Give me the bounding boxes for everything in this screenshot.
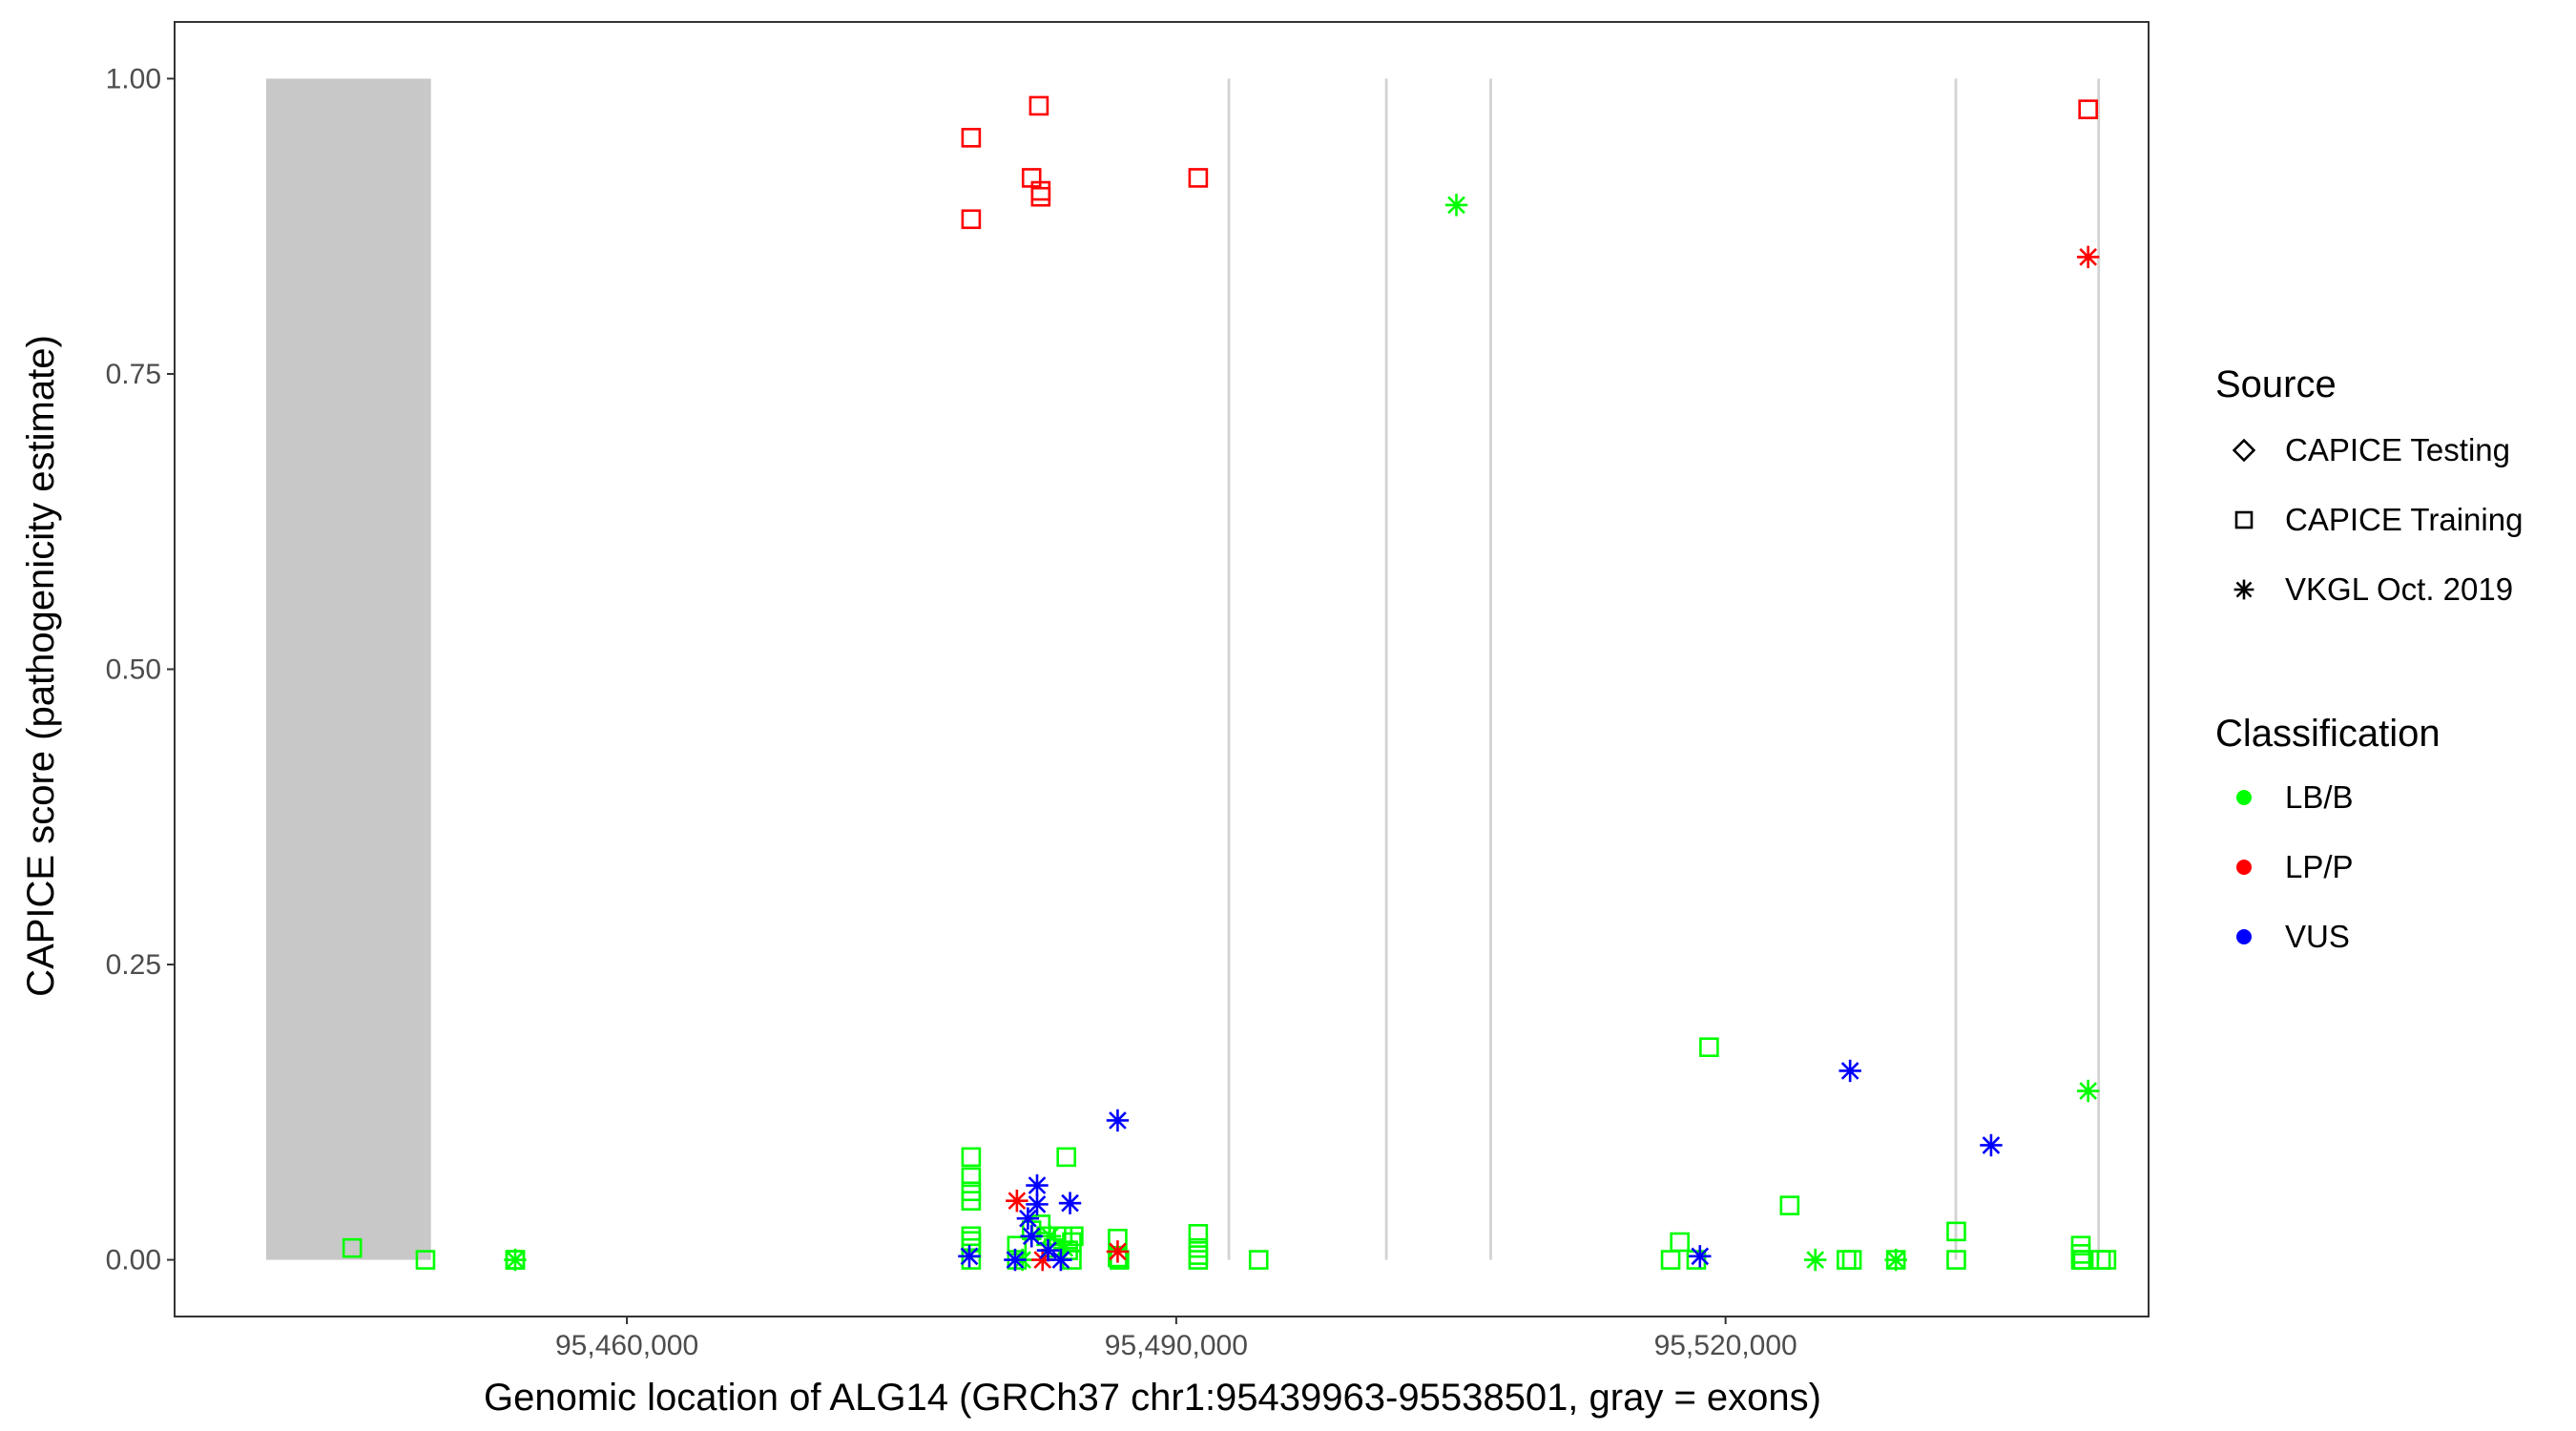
legend: Source CAPICE Testing CAPICE Training VKGL …	[2215, 363, 2523, 954]
data-point	[958, 1245, 981, 1268]
legend-source-title: Source	[2215, 363, 2337, 405]
x-tick-label: 95,490,000	[1105, 1330, 1248, 1361]
x-tick-label: 95,460,000	[555, 1330, 698, 1361]
data-point	[1020, 1225, 1043, 1248]
data-point	[961, 128, 982, 148]
data-point	[1248, 1250, 1269, 1270]
data-point	[1030, 186, 1051, 207]
legend-classification: Classification LB/B LP/P VUS	[2215, 713, 2441, 954]
data-point	[1049, 1248, 1072, 1272]
square-icon	[2234, 510, 2254, 529]
data-point	[2078, 99, 2098, 119]
data-point	[1188, 168, 1209, 188]
y-tick-label: 0.75	[106, 359, 161, 390]
legend-source-label: VKGL Oct. 2019	[2285, 571, 2513, 607]
x-axis-title: Genomic location of ALG14 (GRCh37 chr1:9…	[484, 1377, 1821, 1419]
exon-5	[1489, 78, 1492, 1260]
data-point	[2096, 1250, 2117, 1270]
data-point	[1036, 1238, 1060, 1262]
diamond-icon	[2232, 438, 2256, 463]
legend-classification-title: Classification	[2215, 713, 2441, 755]
data-point	[961, 1147, 982, 1168]
data-point	[1839, 1059, 1861, 1083]
dot-icon	[2236, 929, 2252, 944]
data-point	[504, 1248, 527, 1272]
data-point	[1444, 194, 1468, 217]
data-point	[1946, 1221, 1966, 1242]
data-point	[1699, 1037, 1719, 1058]
x-tick-label: 95,520,000	[1654, 1330, 1797, 1361]
y-axis-title: CAPICE score (pathogenicity estimate)	[20, 335, 62, 997]
y-tick-label: 0.00	[106, 1245, 161, 1276]
data-point	[1064, 1226, 1084, 1247]
exon-layer	[265, 78, 2101, 1260]
dot-icon	[2236, 790, 2252, 805]
axes-layer: 0.00 0.25 0.50 0.75 1.00 95,460,000 95,490,000…	[106, 63, 1797, 1361]
data-point	[1006, 1189, 1028, 1213]
data-point	[415, 1250, 436, 1270]
data-point	[1188, 1224, 1209, 1244]
data-point	[1884, 1248, 1907, 1272]
legend-source-label: CAPICE Training	[2285, 502, 2523, 537]
exon-2	[426, 78, 431, 1260]
legend-source: Source CAPICE Testing CAPICE Training VKGL …	[2215, 363, 2523, 607]
y-tick-label: 0.50	[106, 654, 161, 686]
exon-4	[1384, 78, 1388, 1260]
data-point	[1779, 1195, 1800, 1215]
data-point	[2076, 1079, 2100, 1103]
data-point	[1106, 1240, 1130, 1263]
data-point	[1056, 1147, 1076, 1168]
data-point	[1980, 1133, 2003, 1157]
legend-source-label: CAPICE Testing	[2285, 432, 2510, 467]
series-vus-asterisk	[958, 1059, 2003, 1272]
data-point	[2076, 245, 2100, 269]
dot-icon	[2236, 860, 2252, 875]
data-point	[1026, 1192, 1049, 1216]
data-point	[1803, 1248, 1827, 1272]
exon-6	[1954, 78, 1958, 1260]
plot-area	[174, 21, 2150, 1317]
data-point	[1188, 1250, 1209, 1270]
legend-classification-label: LB/B	[2285, 779, 2354, 815]
data-point	[1016, 1207, 1040, 1230]
data-point	[1689, 1245, 1712, 1268]
data-point	[1841, 1250, 1862, 1270]
legend-classification-label: LP/P	[2285, 849, 2354, 884]
data-point	[342, 1237, 363, 1258]
series-lp-p-square	[961, 95, 2098, 230]
data-point	[1058, 1192, 1082, 1214]
y-tick-label: 1.00	[106, 63, 161, 94]
data-point	[961, 1250, 982, 1270]
asterisk-icon	[2233, 579, 2254, 600]
data-point	[961, 1191, 982, 1211]
y-tick-label: 0.25	[106, 949, 161, 981]
points-layer	[342, 95, 2117, 1272]
data-point	[1946, 1250, 1966, 1270]
exon-3	[1227, 78, 1231, 1260]
data-point	[1026, 1173, 1049, 1197]
data-point	[1004, 1248, 1027, 1272]
exon-1	[265, 78, 426, 1260]
data-point	[1028, 95, 1049, 116]
data-point	[1670, 1232, 1690, 1253]
exon-7	[2097, 78, 2101, 1260]
data-point	[961, 1167, 982, 1188]
legend-classification-label: VUS	[2285, 919, 2350, 954]
data-point	[1106, 1109, 1130, 1132]
data-point	[961, 209, 982, 230]
